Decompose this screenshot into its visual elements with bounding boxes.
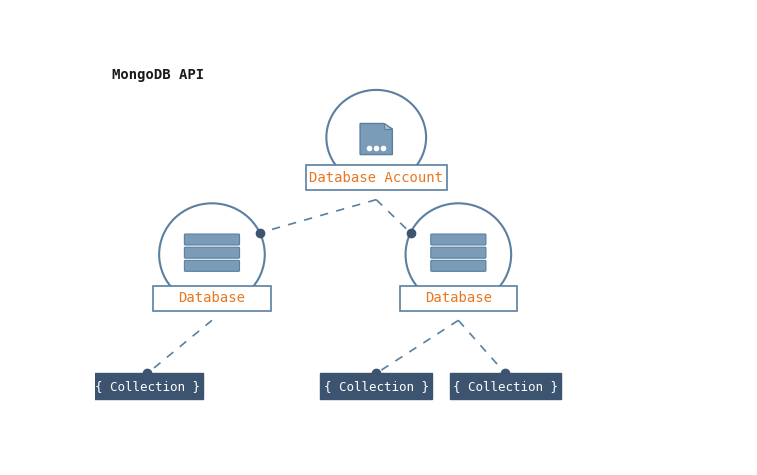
Polygon shape [384,124,392,129]
Text: { Collection }: { Collection } [453,380,558,393]
FancyBboxPatch shape [400,285,517,311]
FancyBboxPatch shape [185,234,239,245]
Ellipse shape [326,90,426,185]
FancyBboxPatch shape [431,260,486,271]
FancyBboxPatch shape [92,373,203,399]
FancyBboxPatch shape [450,373,561,399]
Ellipse shape [406,203,511,306]
FancyBboxPatch shape [185,260,239,271]
Text: Database: Database [425,291,492,305]
FancyBboxPatch shape [185,247,239,258]
Text: MongoDB API: MongoDB API [112,68,204,82]
FancyBboxPatch shape [431,247,486,258]
Text: Database: Database [179,291,245,305]
Text: Database Account: Database Account [309,171,444,185]
FancyBboxPatch shape [306,165,447,190]
Polygon shape [360,124,392,154]
Text: { Collection }: { Collection } [324,380,428,393]
Text: { Collection }: { Collection } [95,380,200,393]
FancyBboxPatch shape [431,234,486,245]
Ellipse shape [159,203,265,306]
FancyBboxPatch shape [153,285,271,311]
FancyBboxPatch shape [320,373,432,399]
